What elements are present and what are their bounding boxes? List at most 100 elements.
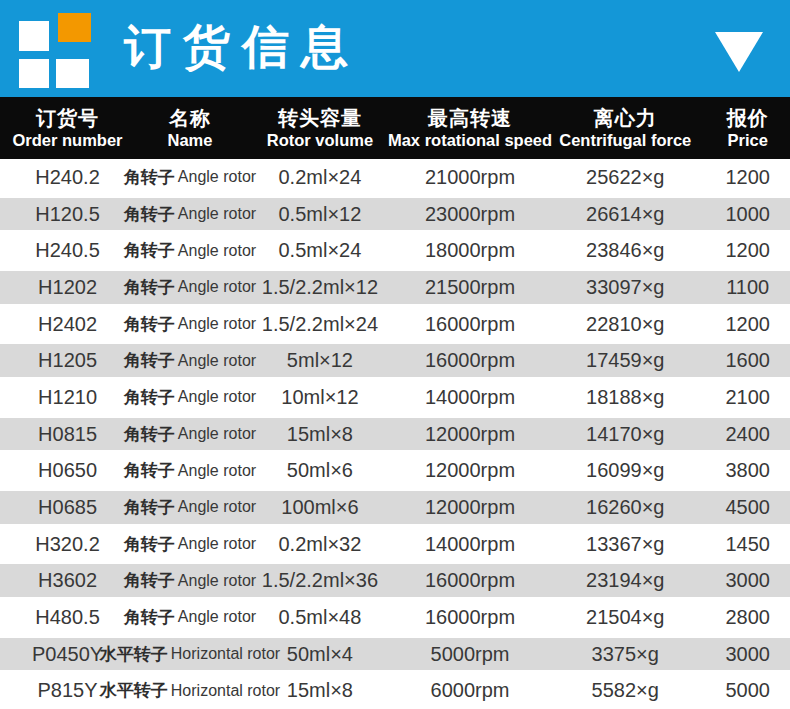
cell-price: 1200 bbox=[705, 166, 790, 189]
order-info-page: 订货信息 订货号 Order number 名称 Name 转头容量 Rotor… bbox=[0, 0, 790, 709]
cell-name: 水平转子 Horizontal rotor bbox=[135, 643, 245, 666]
column-header-en: Order number bbox=[13, 130, 123, 150]
cell-max-speed: 21000rpm bbox=[395, 166, 545, 189]
table-row: H1205 角转子 Angle rotor 5ml×12 16000rpm 17… bbox=[0, 342, 790, 379]
table-row: H320.2 角转子 Angle rotor 0.2ml×32 14000rpm… bbox=[0, 526, 790, 563]
table-row: H1210 角转子 Angle rotor 10ml×12 14000rpm 1… bbox=[0, 379, 790, 416]
cell-name: 角转子 Angle rotor bbox=[135, 569, 245, 592]
cell-order-number: H1202 bbox=[0, 276, 135, 299]
cell-order-number: H0650 bbox=[0, 459, 135, 482]
cell-centrifugal-force: 22810×g bbox=[545, 313, 705, 336]
cell-order-number: H0815 bbox=[0, 423, 135, 446]
table-row: H1202 角转子 Angle rotor 1.5/2.2ml×12 21500… bbox=[0, 269, 790, 306]
four-squares-logo-icon bbox=[0, 0, 110, 97]
cell-rotor-volume: 15ml×8 bbox=[245, 423, 395, 446]
cell-name: 角转子 Angle rotor bbox=[135, 496, 245, 519]
cell-order-number: H2402 bbox=[0, 313, 135, 336]
cell-centrifugal-force: 25622×g bbox=[545, 166, 705, 189]
cell-max-speed: 16000rpm bbox=[395, 349, 545, 372]
cell-rotor-volume: 100ml×6 bbox=[245, 496, 395, 519]
cell-max-speed: 12000rpm bbox=[395, 423, 545, 446]
cell-name-zh: 角转子 bbox=[124, 533, 175, 556]
cell-price: 1450 bbox=[705, 533, 790, 556]
table-row: P815Y 水平转子 Horizontal rotor 15ml×8 6000r… bbox=[0, 672, 790, 709]
logo-square-white-bottom-left bbox=[19, 59, 49, 88]
cell-rotor-volume: 0.5ml×48 bbox=[245, 606, 395, 629]
cell-name-zh: 角转子 bbox=[124, 459, 175, 482]
cell-centrifugal-force: 21504×g bbox=[545, 606, 705, 629]
cell-price: 2400 bbox=[705, 423, 790, 446]
cell-rotor-volume: 0.2ml×32 bbox=[245, 533, 395, 556]
column-header: 转头容量 Rotor volume bbox=[245, 106, 395, 150]
table-row: H2402 角转子 Angle rotor 1.5/2.2ml×24 16000… bbox=[0, 306, 790, 343]
cell-max-speed: 5000rpm bbox=[395, 643, 545, 666]
cell-rotor-volume: 1.5/2.2ml×12 bbox=[245, 276, 395, 299]
column-header: 离心力 Centrifugal force bbox=[545, 106, 705, 150]
column-header: 报价 Price bbox=[705, 106, 790, 150]
cell-name-zh: 水平转子 bbox=[100, 679, 168, 702]
column-header-zh: 转头容量 bbox=[278, 106, 362, 130]
cell-name: 水平转子 Horizontal rotor bbox=[135, 679, 245, 702]
cell-rotor-volume: 10ml×12 bbox=[245, 386, 395, 409]
cell-max-speed: 14000rpm bbox=[395, 533, 545, 556]
cell-price: 1600 bbox=[705, 349, 790, 372]
cell-rotor-volume: 0.5ml×12 bbox=[245, 203, 395, 226]
cell-price: 3000 bbox=[705, 569, 790, 592]
cell-max-speed: 12000rpm bbox=[395, 496, 545, 519]
column-header: 名称 Name bbox=[135, 106, 245, 150]
cell-centrifugal-force: 33097×g bbox=[545, 276, 705, 299]
cell-rotor-volume: 15ml×8 bbox=[245, 679, 395, 702]
cell-rotor-volume: 0.5ml×24 bbox=[245, 239, 395, 262]
triangle-down-icon bbox=[715, 32, 763, 72]
cell-rotor-volume: 1.5/2.2ml×36 bbox=[245, 569, 395, 592]
cell-price: 4500 bbox=[705, 496, 790, 519]
cell-name-zh: 角转子 bbox=[124, 423, 175, 446]
cell-name: 角转子 Angle rotor bbox=[135, 386, 245, 409]
cell-name: 角转子 Angle rotor bbox=[135, 239, 245, 262]
cell-price: 2100 bbox=[705, 386, 790, 409]
table-row: H0815 角转子 Angle rotor 15ml×8 12000rpm 14… bbox=[0, 416, 790, 453]
table-row: H240.2 角转子 Angle rotor 0.2ml×24 21000rpm… bbox=[0, 159, 790, 196]
cell-max-speed: 16000rpm bbox=[395, 569, 545, 592]
cell-max-speed: 18000rpm bbox=[395, 239, 545, 262]
logo-square-white-bottom-right bbox=[56, 59, 89, 88]
table-row: H240.5 角转子 Angle rotor 0.5ml×24 18000rpm… bbox=[0, 232, 790, 269]
cell-name-zh: 角转子 bbox=[124, 496, 175, 519]
cell-name-zh: 水平转子 bbox=[100, 643, 168, 666]
cell-order-number: H240.5 bbox=[0, 239, 135, 262]
cell-order-number: H320.2 bbox=[0, 533, 135, 556]
table-row: H0650 角转子 Angle rotor 50ml×6 12000rpm 16… bbox=[0, 452, 790, 489]
cell-name-zh: 角转子 bbox=[124, 166, 175, 189]
cell-name-zh: 角转子 bbox=[124, 569, 175, 592]
cell-name-zh: 角转子 bbox=[124, 606, 175, 629]
cell-name: 角转子 Angle rotor bbox=[135, 459, 245, 482]
column-header-en: Price bbox=[727, 130, 767, 150]
column-header-en: Rotor volume bbox=[267, 130, 373, 150]
cell-price: 2800 bbox=[705, 606, 790, 629]
cell-order-number: H120.5 bbox=[0, 203, 135, 226]
cell-rotor-volume: 50ml×4 bbox=[245, 643, 395, 666]
cell-price: 3800 bbox=[705, 459, 790, 482]
cell-max-speed: 12000rpm bbox=[395, 459, 545, 482]
cell-name-zh: 角转子 bbox=[124, 203, 175, 226]
column-header-zh: 离心力 bbox=[594, 106, 657, 130]
cell-name-zh: 角转子 bbox=[124, 239, 175, 262]
cell-name: 角转子 Angle rotor bbox=[135, 533, 245, 556]
cell-centrifugal-force: 26614×g bbox=[545, 203, 705, 226]
cell-centrifugal-force: 23846×g bbox=[545, 239, 705, 262]
cell-price: 3000 bbox=[705, 643, 790, 666]
cell-rotor-volume: 5ml×12 bbox=[245, 349, 395, 372]
logo-square-orange-top-right bbox=[58, 13, 91, 42]
cell-order-number: H3602 bbox=[0, 569, 135, 592]
table-body: H240.2 角转子 Angle rotor 0.2ml×24 21000rpm… bbox=[0, 159, 790, 709]
column-header: 订货号 Order number bbox=[0, 106, 135, 150]
cell-price: 1200 bbox=[705, 239, 790, 262]
logo-square-white-top-left bbox=[19, 21, 49, 51]
cell-name: 角转子 Angle rotor bbox=[135, 166, 245, 189]
cell-centrifugal-force: 14170×g bbox=[545, 423, 705, 446]
cell-price: 1200 bbox=[705, 313, 790, 336]
table-row: P0450Y 水平转子 Horizontal rotor 50ml×4 5000… bbox=[0, 636, 790, 673]
cell-centrifugal-force: 16260×g bbox=[545, 496, 705, 519]
page-title: 订货信息 bbox=[124, 16, 360, 79]
cell-name: 角转子 Angle rotor bbox=[135, 349, 245, 372]
